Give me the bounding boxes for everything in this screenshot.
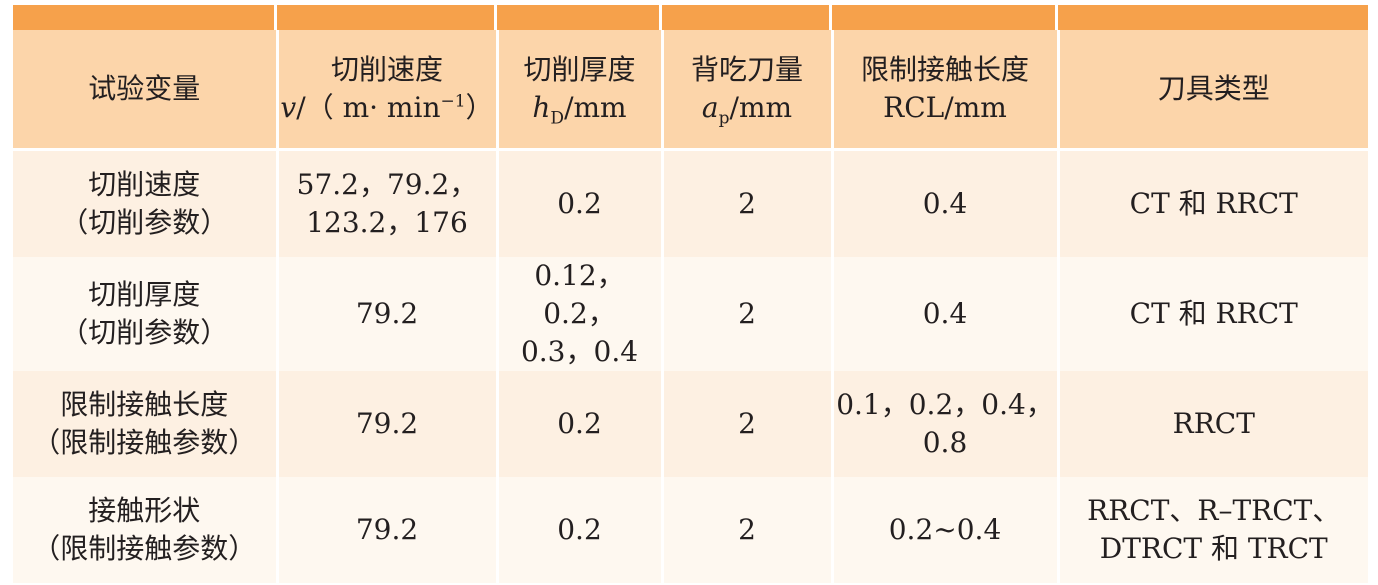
cell-text: RRCT、R–TRCT、: [1087, 494, 1341, 527]
table-cell: 0.4: [830, 257, 1060, 371]
table-cell: 79.2: [275, 477, 499, 583]
cell-text: 79.2: [355, 297, 419, 330]
header-text: 试验变量: [88, 72, 201, 105]
cell-text: 0.2: [557, 187, 602, 220]
cell-text: 限制接触长度: [60, 388, 229, 421]
table-cell: CT 和 RRCT: [1056, 149, 1368, 257]
table-cell: 0.4: [830, 149, 1060, 257]
header-text: 限制接触长度: [860, 53, 1029, 86]
header-text: 背吃刀量: [690, 53, 803, 86]
table-cell: RRCT、R–TRCT、 DTRCT 和 TRCT: [1056, 477, 1368, 583]
header-text: RCL/mm: [883, 91, 1007, 124]
header-text: ）: [465, 91, 494, 124]
cell-text: 0.2~0.4: [888, 513, 1002, 546]
cell-text: 切削厚度: [88, 278, 201, 311]
header-text: v: [280, 91, 297, 124]
cell-text: 0.4: [922, 297, 968, 330]
cell-text: 79.2: [355, 513, 419, 546]
table-cell: 2: [660, 371, 834, 477]
header-cell: 切削厚度 hD/mm: [495, 30, 664, 151]
table-cell: 限制接触长度 （限制接触参数）: [13, 371, 279, 477]
cell-text: （切削参数）: [60, 206, 229, 239]
table-row: 接触形状 （限制接触参数） 79.2 0.2 2 0.2~0.4 RRCT、R–TRCT、 D…: [13, 477, 1368, 583]
table-cell: RRCT: [1056, 371, 1368, 477]
cell-text: CT 和 RRCT: [1129, 187, 1298, 220]
cell-text: CT 和 RRCT: [1129, 297, 1298, 330]
cell-text: （限制接触参数）: [32, 426, 257, 459]
cell-text: 79.2: [355, 407, 419, 440]
cell-text: 切削速度: [88, 168, 201, 201]
table-cell: 2: [660, 477, 834, 583]
table-cell: 0.2: [495, 371, 664, 477]
cell-text: 0.4: [922, 187, 968, 220]
cell-text: 接触形状: [88, 494, 201, 527]
header-text: /mm: [564, 91, 627, 124]
cell-text: DTRCT 和 TRCT: [1099, 532, 1328, 565]
table-cell: 0.12，0.2， 0.3，0.4: [495, 257, 664, 371]
table-cell: 57.2，79.2， 123.2，176: [275, 149, 499, 257]
table-cell: 79.2: [275, 371, 499, 477]
table-cell: 接触形状 （限制接触参数）: [13, 477, 279, 583]
table-cell: 79.2: [275, 257, 499, 371]
cell-text: 0.8: [922, 426, 968, 459]
header-text: p: [718, 108, 730, 129]
cell-text: 0.2: [557, 407, 602, 440]
header-text: /mm: [729, 91, 793, 124]
cell-text: 2: [738, 407, 756, 440]
header-text: −1: [440, 91, 466, 112]
table-cell: 切削速度 （切削参数）: [13, 149, 279, 257]
cell-text: 57.2，79.2，: [296, 168, 478, 201]
cell-text: 123.2，176: [306, 206, 468, 239]
table-row: 切削厚度 （切削参数） 79.2 0.12，0.2， 0.3，0.4 2 0.4 CT 和 R…: [13, 257, 1368, 371]
table-cell: 0.2: [495, 477, 664, 583]
header-cell: 试验变量: [13, 30, 279, 151]
cell-text: 0.1，0.2，0.4，: [836, 388, 1054, 421]
table-row: 切削速度 （切削参数） 57.2，79.2， 123.2，176 0.2 2 0.4 CT 和…: [13, 149, 1368, 257]
table-cell: 0.2: [495, 149, 664, 257]
cell-text: （切削参数）: [60, 316, 229, 349]
cell-text: （限制接触参数）: [32, 532, 257, 565]
cell-text: 2: [738, 187, 756, 220]
header-cell: 切削速度 v/（ m· min−1）: [275, 30, 499, 151]
table-cell: 0.1，0.2，0.4， 0.8: [830, 371, 1060, 477]
header-text: /（ m· min: [296, 91, 441, 124]
table-cell: 2: [660, 257, 834, 371]
header-cell: 刀具类型: [1056, 30, 1368, 151]
header-text: a: [701, 91, 719, 124]
cell-text: 0.3，0.4: [520, 335, 639, 368]
header-strip: [13, 5, 1368, 30]
header-text: 切削厚度: [523, 53, 636, 86]
table-cell: 0.2~0.4: [830, 477, 1060, 583]
header-text: 刀具类型: [1157, 72, 1270, 105]
table-cell: 切削厚度 （切削参数）: [13, 257, 279, 371]
header-text: 切削速度: [330, 53, 443, 86]
header-row: 试验变量 切削速度 v/（ m· min−1） 切削厚度 hD/mm 背吃刀量 ap/…: [13, 30, 1368, 151]
cell-text: 2: [738, 513, 756, 546]
header-text: h: [532, 91, 551, 124]
cell-text: RRCT: [1172, 407, 1255, 440]
cell-text: 2: [738, 297, 756, 330]
table-row: 限制接触长度 （限制接触参数） 79.2 0.2 2 0.1，0.2，0.4， 0.8 RRC…: [13, 371, 1368, 477]
data-table: 试验变量 切削速度 v/（ m· min−1） 切削厚度 hD/mm 背吃刀量 ap/…: [13, 30, 1368, 583]
header-cell: 限制接触长度 RCL/mm: [830, 30, 1060, 151]
table-wrap: 试验变量 切削速度 v/（ m· min−1） 切削厚度 hD/mm 背吃刀量 ap/…: [13, 5, 1368, 583]
table-cell: CT 和 RRCT: [1056, 257, 1368, 371]
table-cell: 2: [660, 149, 834, 257]
header-text: D: [550, 108, 565, 129]
header-cell: 背吃刀量 ap/mm: [660, 30, 834, 151]
cell-text: 0.12，0.2，: [534, 259, 625, 330]
cell-text: 0.2: [557, 513, 602, 546]
